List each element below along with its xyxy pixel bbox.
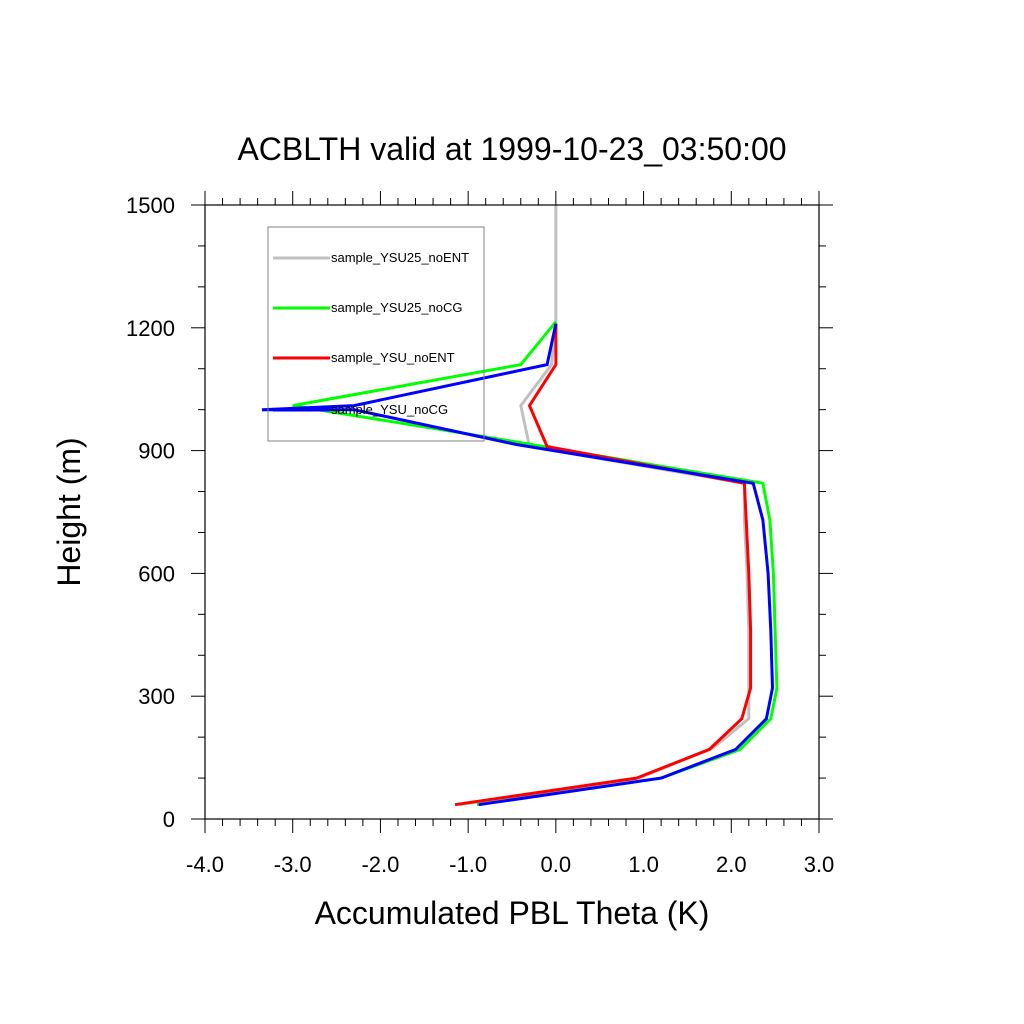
legend-label: sample_YSU_noENT bbox=[331, 350, 455, 365]
y-tick-label: 600 bbox=[138, 561, 175, 586]
x-tick-label: -2.0 bbox=[361, 852, 399, 877]
axis-ticks bbox=[191, 191, 833, 833]
y-tick-label: 1200 bbox=[126, 316, 175, 341]
x-tick-label: 0.0 bbox=[541, 852, 572, 877]
legend-label: sample_YSU_noCG bbox=[331, 402, 448, 417]
legend-label: sample_YSU25_noENT bbox=[331, 250, 469, 265]
series-line-sample_YSU_noENT bbox=[454, 323, 753, 807]
chart-title: ACBLTH valid at 1999-10-23_03:50:00 bbox=[237, 131, 786, 167]
x-tick-label: -1.0 bbox=[449, 852, 487, 877]
y-tick-label: 0 bbox=[163, 807, 175, 832]
legend-box bbox=[267, 226, 485, 442]
series-line-sample_YSU25_noCG bbox=[292, 320, 779, 807]
x-tick-label: 3.0 bbox=[804, 852, 835, 877]
y-axis-label: Height (m) bbox=[51, 437, 87, 586]
x-tick-labels: -4.0 -3.0 -2.0 -1.0 0.0 1.0 2.0 3.0 bbox=[186, 852, 834, 877]
legend: sample_YSU25_noENT sample_YSU25_noCGsampl… bbox=[267, 226, 485, 442]
x-tick-label: -3.0 bbox=[274, 852, 312, 877]
legend-label: sample_YSU25_noCG bbox=[331, 300, 463, 315]
x-axis-label: Accumulated PBL Theta (K) bbox=[315, 895, 710, 931]
plot-frame bbox=[204, 204, 820, 820]
y-tick-labels: 0 300 600 900 1200 1500 bbox=[126, 193, 175, 832]
x-tick-label: -4.0 bbox=[186, 852, 224, 877]
y-tick-label: 300 bbox=[138, 684, 175, 709]
y-tick-label: 900 bbox=[138, 439, 175, 464]
series-layer bbox=[261, 205, 779, 807]
x-tick-label: 1.0 bbox=[628, 852, 659, 877]
y-tick-label: 1500 bbox=[126, 193, 175, 218]
x-tick-label: 2.0 bbox=[716, 852, 747, 877]
series-line-sample_YSU_noCG bbox=[261, 323, 775, 807]
